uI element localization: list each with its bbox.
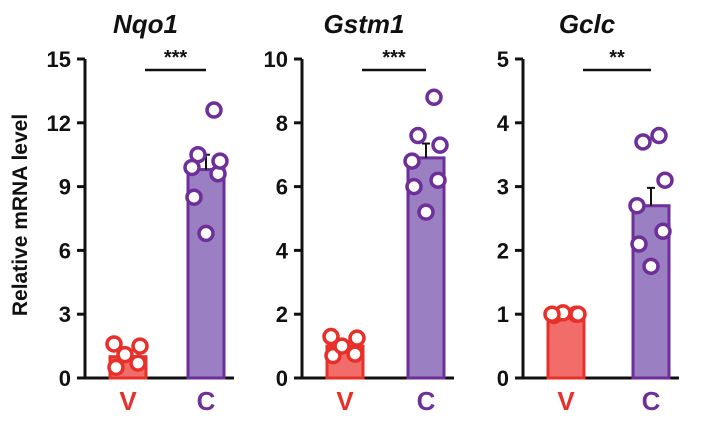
category-label-c: C	[642, 386, 661, 416]
data-point	[346, 345, 364, 363]
y-tick-label: 0	[59, 366, 71, 391]
data-point	[107, 358, 125, 377]
data-point	[543, 305, 561, 323]
category-label-v: V	[557, 386, 575, 416]
y-axis-label: Relative mRNA level	[9, 114, 32, 316]
data-point	[630, 235, 648, 253]
data-point	[654, 222, 672, 241]
data-point	[197, 224, 215, 243]
data-point	[409, 126, 427, 145]
panel-title: Nqo1	[113, 9, 178, 39]
data-point	[650, 126, 668, 145]
data-point	[129, 354, 147, 372]
panel-nqo1: Nqo1 0 3 6 9 12 15 V C ***	[47, 9, 234, 416]
data-point	[425, 88, 443, 107]
y-tick-label: 12	[47, 111, 71, 136]
data-point	[642, 257, 660, 276]
y-tick-label: 2	[276, 302, 288, 327]
y-tick-label: 6	[276, 175, 288, 200]
significance-label: ***	[164, 47, 188, 69]
category-label-c: C	[197, 386, 216, 416]
category-label-c: C	[417, 386, 436, 416]
data-point	[189, 145, 207, 164]
y-tick-label: 15	[47, 47, 71, 72]
data-point	[417, 203, 435, 221]
y-tick-label: 1	[497, 302, 509, 327]
category-label-v: V	[336, 386, 354, 416]
bar-v	[546, 312, 586, 380]
data-point	[185, 188, 203, 206]
data-point	[105, 335, 123, 353]
panel-gclc: Gclc 0 1 2 3 4 5 V C **	[497, 9, 679, 416]
significance-label: ***	[382, 47, 406, 69]
data-point	[405, 177, 423, 196]
data-point	[403, 152, 421, 170]
y-tick-label: 0	[497, 366, 509, 391]
y-tick-label: 4	[497, 111, 510, 136]
data-point	[656, 171, 674, 189]
data-point	[116, 345, 134, 364]
y-tick-label: 2	[497, 238, 509, 263]
y-tick-label: 5	[497, 47, 509, 72]
data-point	[348, 329, 366, 347]
panel-title: Gstm1	[324, 9, 405, 39]
category-label-v: V	[119, 386, 137, 416]
y-tick-label: 4	[276, 238, 289, 263]
data-point	[333, 337, 351, 355]
y-tick-label: 8	[276, 111, 288, 136]
data-point	[634, 133, 652, 151]
significance-label: **	[609, 47, 625, 69]
y-tick-label: 3	[497, 175, 509, 200]
data-point	[131, 337, 149, 355]
data-point	[322, 327, 340, 346]
data-point	[431, 136, 449, 154]
y-tick-label: 0	[276, 366, 288, 391]
y-tick-label: 9	[59, 175, 71, 200]
y-tick-label: 6	[59, 238, 71, 263]
data-point	[429, 171, 447, 189]
y-tick-label: 3	[59, 302, 71, 327]
data-point	[205, 101, 223, 119]
panel-gstm1: Gstm1 0 2 4 6 8 10 V C ***	[264, 9, 454, 416]
data-point	[211, 152, 229, 170]
data-point	[628, 196, 646, 215]
bar-c	[631, 204, 671, 380]
panel-title: Gclc	[559, 9, 616, 39]
data-point	[569, 305, 587, 323]
y-tick-label: 10	[264, 47, 288, 72]
